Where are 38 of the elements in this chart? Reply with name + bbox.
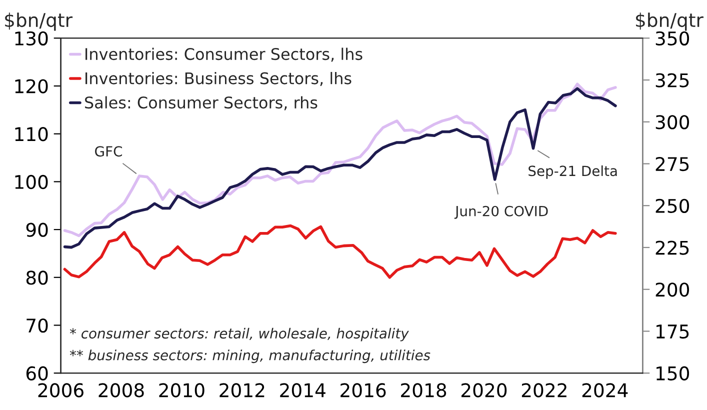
- y2-tick-label: 300: [656, 115, 690, 130]
- x-tick-label: 2014: [280, 383, 326, 398]
- annotation: ** business sectors: mining, manufacturing, utilities: [70, 350, 430, 364]
- x-tick-label: 2012: [220, 383, 264, 398]
- annotation: GFC: [95, 146, 122, 157]
- x-tick-label: 2006: [38, 383, 84, 398]
- x-tick-label: 2008: [98, 383, 144, 398]
- y2-tick-label: 350: [656, 31, 690, 46]
- legend-label: Sales: Consumer Sectors, rhs: [85, 96, 318, 110]
- y-tick-label: 100: [15, 174, 48, 190]
- y2-tick-label: 325: [656, 73, 689, 88]
- y-tick-label: 70: [26, 318, 48, 333]
- y2-axis-title: $bn/qtr: [636, 12, 704, 31]
- x-tick-label: 2020: [461, 383, 507, 398]
- y-tick-label: 90: [26, 222, 48, 237]
- annotation: * consumer sectors: retail, wholesale, hospitality: [70, 328, 409, 342]
- y2-tick-label: 150: [656, 366, 690, 380]
- y2-tick-label: 200: [656, 282, 690, 297]
- x-tick-label: 2010: [159, 383, 204, 398]
- y2-tick-label: 175: [656, 324, 689, 339]
- x-tick-label: 2016: [340, 383, 386, 398]
- x-tick-label: 2018: [401, 383, 446, 398]
- y-tick-label: 130: [15, 31, 48, 46]
- x-tick-label: 2022: [522, 383, 566, 398]
- legend-label: Inventories: Consumer Sectors, lhs: [86, 48, 362, 62]
- y2-tick-label: 275: [656, 156, 689, 172]
- line-series: [63, 224, 617, 279]
- y-tick-label: 60: [26, 366, 48, 380]
- y-axis-title: $bn/qtr: [5, 12, 73, 31]
- annotation: Sep-21 Delta: [528, 165, 617, 179]
- x-tick-label: 2024: [582, 383, 628, 398]
- annotation: Jun-20 COVID: [454, 206, 548, 219]
- y2-tick-label: 250: [656, 198, 690, 214]
- y-tick-label: 120: [15, 79, 48, 94]
- y-tick-label: 80: [26, 270, 48, 285]
- y-tick-label: 110: [15, 127, 48, 142]
- y2-tick-label: 225: [656, 240, 689, 255]
- legend-label: Inventories: Business Sectors, lhs: [86, 72, 352, 86]
